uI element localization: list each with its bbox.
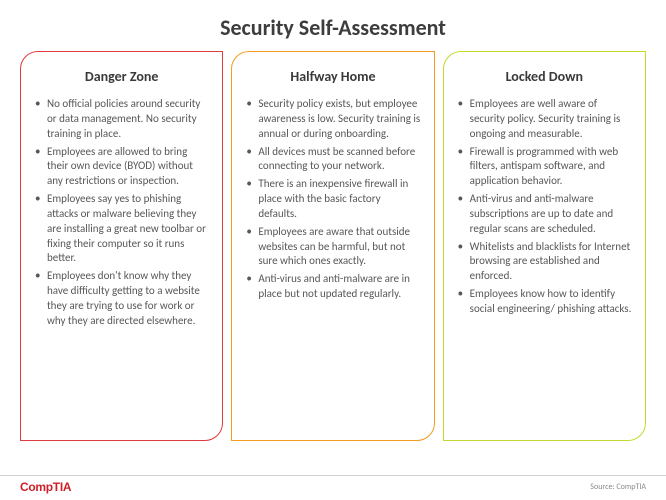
source-text: Source: CompTIA [590, 482, 646, 492]
bullet-item: Anti-virus and anti-malware subscription… [456, 192, 633, 237]
bullet-item: Employees say yes to phishing attacks or… [33, 192, 210, 266]
bullet-list: Employees are well aware of security pol… [456, 97, 633, 317]
bullet-list: Security policy exists, but employee awa… [244, 97, 421, 302]
footer: CompTIA Source: CompTIA [0, 475, 666, 494]
bullet-item: All devices must be scanned before conne… [244, 145, 421, 175]
bullet-item: Employees are well aware of security pol… [456, 97, 633, 142]
bullet-item: Employees know how to identify social en… [456, 287, 633, 317]
page-title: Security Self-Assessment [0, 0, 666, 51]
panel-danger-zone: Danger Zone No official policies around … [20, 51, 223, 441]
bullet-item: Employees are allowed to bring their own… [33, 145, 210, 190]
comptia-logo: CompTIA [20, 480, 71, 494]
columns-container: Danger Zone No official policies around … [0, 51, 666, 441]
bullet-list: No official policies around security or … [33, 97, 210, 329]
bullet-item: Whitelists and blacklists for Internet b… [456, 240, 633, 285]
panel-locked-down: Locked Down Employees are well aware of … [443, 51, 646, 441]
bullet-item: No official policies around security or … [33, 97, 210, 142]
bullet-item: Employees don't know why they have diffi… [33, 269, 210, 328]
panel-halfway-home: Halfway Home Security policy exists, but… [231, 51, 434, 441]
bullet-item: Employees are aware that outside website… [244, 225, 421, 270]
panel-heading: Halfway Home [244, 68, 421, 85]
bullet-item: There is an inexpensive firewall in plac… [244, 177, 421, 222]
panel-heading: Danger Zone [33, 68, 210, 85]
bullet-item: Security policy exists, but employee awa… [244, 97, 421, 142]
bullet-item: Firewall is programmed with web filters,… [456, 145, 633, 190]
bullet-item: Anti-virus and anti-malware are in place… [244, 272, 421, 302]
panel-heading: Locked Down [456, 68, 633, 85]
